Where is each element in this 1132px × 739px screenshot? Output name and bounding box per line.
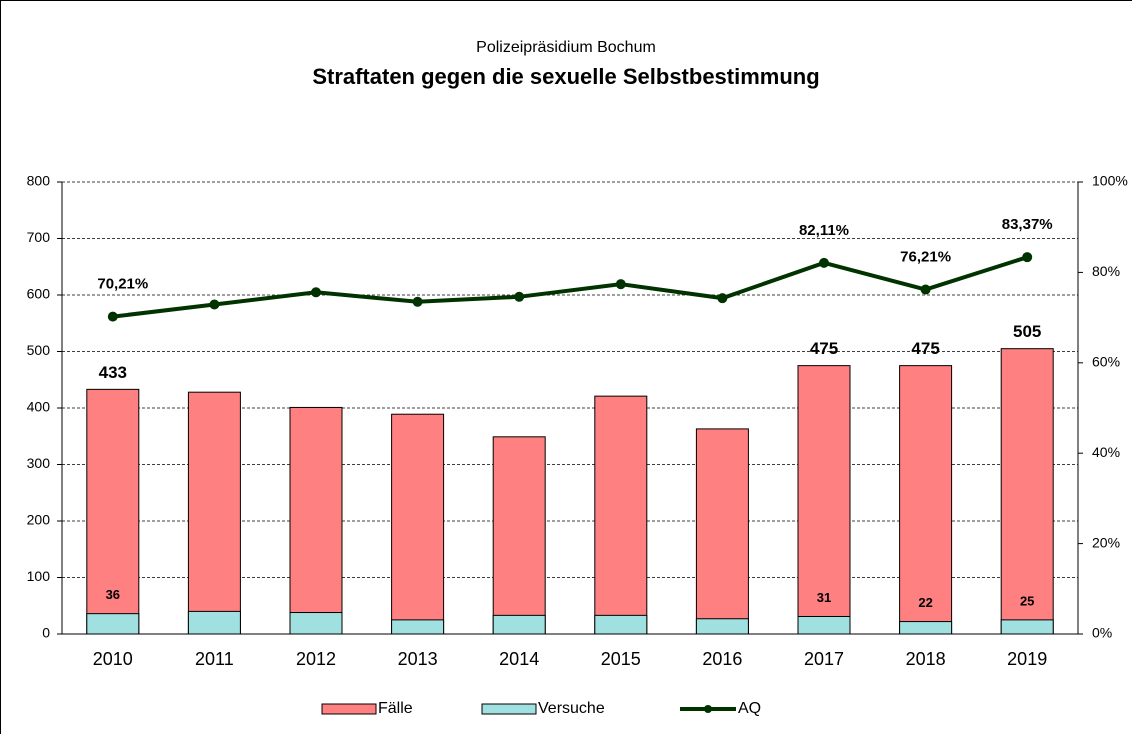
point [311,287,321,297]
point [921,285,931,295]
y2-tick-label: 20% [1092,534,1120,550]
data-label: 475 [810,339,838,358]
y2-tick-label: 40% [1092,444,1120,460]
y-tick-label: 400 [27,399,51,415]
bar [290,407,342,634]
legend-label: Fälle [378,700,413,717]
y-tick-label: 200 [27,512,51,528]
data-label: 31 [817,590,831,605]
data-label: 70,21% [97,276,148,293]
x-tick-label: 2018 [906,649,946,669]
x-tick-label: 2014 [499,649,539,669]
bar [392,620,444,634]
chart-title: Straftaten gegen die sexuelle Selbstbest… [312,64,819,89]
y-tick-label: 700 [27,229,51,245]
bar [1001,349,1053,634]
y2-tick-label: 80% [1092,263,1120,279]
data-label: 82,11% [799,222,849,239]
x-tick-label: 2013 [398,649,438,669]
legend-label: AQ [738,700,761,717]
bar [188,611,240,634]
data-label: 36 [106,587,120,602]
data-label: 505 [1013,322,1041,341]
data-label: 25 [1020,593,1034,608]
data-label: 433 [99,363,127,382]
bar [900,366,952,634]
y-tick-label: 800 [27,173,51,189]
y-tick-label: 500 [27,342,51,358]
legend-swatch [704,705,712,713]
y-tick-label: 600 [27,286,51,302]
point [209,299,219,309]
x-tick-label: 2011 [195,649,234,669]
y-tick-label: 100 [27,568,51,584]
x-tick-label: 2010 [93,649,133,669]
bar [595,615,647,634]
bar [188,392,240,634]
x-tick-label: 2016 [702,649,742,669]
bar [1001,620,1053,634]
y-tick-label: 0 [42,625,50,641]
bar [696,619,748,634]
legend-label: Versuche [538,700,605,717]
data-label: 22 [918,595,932,610]
bar [595,396,647,634]
legend-swatch [322,704,376,714]
bar [290,613,342,634]
x-tick-label: 2017 [804,649,844,669]
y2-tick-label: 100% [1092,173,1128,189]
point [514,292,524,302]
bar [392,414,444,634]
x-tick-label: 2015 [601,649,641,669]
point [108,312,118,322]
x-tick-label: 2012 [296,649,336,669]
point [616,279,626,289]
y-tick-label: 300 [27,455,51,471]
data-label: 83,37% [1002,216,1053,233]
bar [493,437,545,634]
y2-tick-label: 0% [1092,625,1112,641]
point [1022,252,1032,262]
point [413,297,423,307]
bar [696,429,748,634]
bar [87,614,139,634]
x-tick-label: 2019 [1007,649,1047,669]
point [819,258,829,268]
point [717,293,727,303]
data-label: 76,21% [900,248,951,265]
chart-subtitle: Polizeipräsidium Bochum [476,39,656,56]
data-label: 475 [911,339,939,358]
y2-tick-label: 60% [1092,354,1120,370]
bar [798,616,850,634]
bar [900,622,952,634]
legend-swatch [482,704,536,714]
bar [493,615,545,634]
